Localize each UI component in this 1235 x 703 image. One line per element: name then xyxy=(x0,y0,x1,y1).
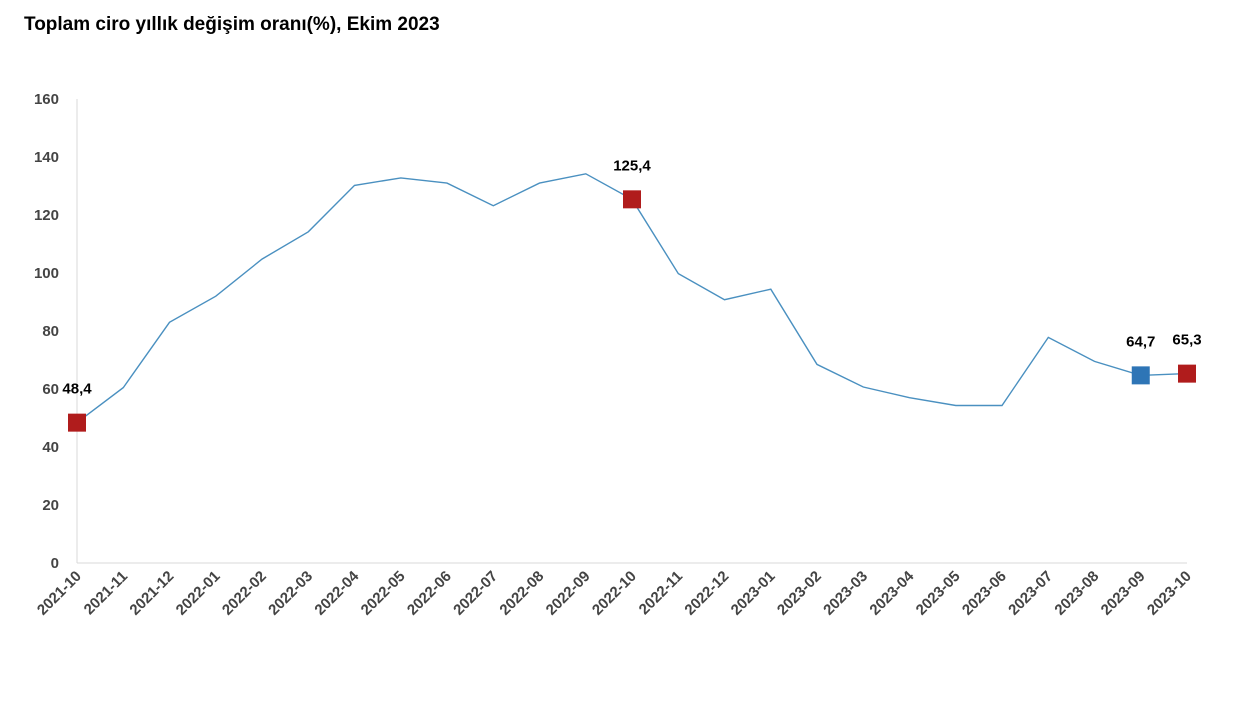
y-tick-label: 60 xyxy=(42,381,59,398)
data-label: 125,4 xyxy=(613,157,651,174)
y-tick-label: 40 xyxy=(42,439,59,456)
data-label: 48,4 xyxy=(62,381,92,398)
series-line xyxy=(76,173,1188,424)
x-tick-label: 2022-05 xyxy=(358,568,409,619)
x-tick-label: 2022-04 xyxy=(311,567,362,618)
data-labels: 48,4 125,4 64,7 65,3 xyxy=(62,157,1201,397)
x-tick-label: 2023-06 xyxy=(959,568,1010,619)
x-tick-label: 2023-02 xyxy=(774,568,825,619)
x-tick-label: 2023-09 xyxy=(1098,568,1149,619)
series-layer xyxy=(76,173,1188,424)
y-tick-label: 120 xyxy=(34,207,59,224)
x-tick-label: 2022-08 xyxy=(496,568,547,619)
x-tick-label: 2023-03 xyxy=(820,568,871,619)
data-label: 64,7 xyxy=(1126,333,1155,350)
x-tick-label: 2023-08 xyxy=(1051,568,1102,619)
data-point-marker xyxy=(623,190,641,209)
x-tick-label: 2023-05 xyxy=(913,568,964,619)
data-point-marker xyxy=(68,413,86,432)
x-tick-label: 2022-01 xyxy=(173,568,224,619)
x-tick-label: 2023-01 xyxy=(728,568,779,619)
y-tick-label: 0 xyxy=(51,555,59,572)
data-point-marker xyxy=(1178,364,1196,383)
y-tick-label: 100 xyxy=(34,265,59,282)
x-tick-label: 2022-09 xyxy=(543,568,594,619)
x-tick-label: 2021-12 xyxy=(126,568,177,619)
chart-title: Toplam ciro yıllık değişim oranı(%), Eki… xyxy=(24,14,440,35)
x-tick-label: 2022-03 xyxy=(265,568,316,619)
highlight-markers xyxy=(68,190,1196,432)
y-tick-label: 160 xyxy=(34,91,59,108)
x-tick-label: 2022-12 xyxy=(681,568,732,619)
x-tick-label: 2022-11 xyxy=(636,568,686,618)
x-tick-label: 2021-10 xyxy=(34,568,85,619)
x-tick-label: 2022-02 xyxy=(219,568,270,619)
y-axis-ticks: 0 20 40 60 80 100 120 140 160 xyxy=(34,91,59,572)
x-tick-label: 2023-07 xyxy=(1005,568,1056,619)
data-label: 65,3 xyxy=(1172,332,1201,349)
x-tick-label: 2021-11 xyxy=(81,568,131,618)
y-tick-label: 80 xyxy=(42,323,59,340)
y-tick-label: 20 xyxy=(42,497,59,514)
y-tick-label: 140 xyxy=(34,149,59,166)
data-point-marker xyxy=(1131,366,1150,385)
chart-axes xyxy=(76,99,1187,564)
x-tick-label: 2023-04 xyxy=(866,567,917,618)
x-axis-ticks: 2021-102021-112021-122022-012022-022022-… xyxy=(34,567,1195,618)
x-tick-label: 2022-07 xyxy=(450,568,501,619)
x-tick-label: 2023-10 xyxy=(1144,568,1195,619)
x-tick-label: 2022-10 xyxy=(589,568,640,619)
x-tick-label: 2022-06 xyxy=(404,568,455,619)
